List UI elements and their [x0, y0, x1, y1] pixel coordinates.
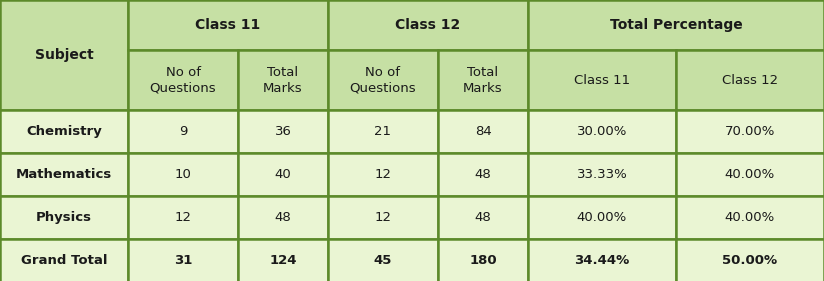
Text: 40.00%: 40.00%: [725, 168, 775, 181]
Text: 34.44%: 34.44%: [574, 254, 630, 267]
Bar: [328, 153, 438, 196]
Bar: [128, 50, 238, 110]
Text: Class 12: Class 12: [396, 18, 461, 32]
Text: 45: 45: [374, 254, 392, 267]
Bar: [0, 110, 128, 153]
Text: 50.00%: 50.00%: [723, 254, 778, 267]
Bar: [128, 153, 238, 196]
Bar: [528, 0, 824, 50]
Bar: [528, 196, 676, 239]
Bar: [128, 196, 238, 239]
Bar: [0, 153, 128, 196]
Bar: [328, 50, 438, 110]
Bar: [528, 153, 676, 196]
Bar: [238, 196, 328, 239]
Bar: [238, 239, 328, 281]
Bar: [438, 239, 528, 281]
Text: 124: 124: [269, 254, 297, 267]
Text: Total
Marks: Total Marks: [463, 65, 503, 94]
Text: Total
Marks: Total Marks: [263, 65, 302, 94]
Text: 30.00%: 30.00%: [577, 125, 627, 138]
Bar: [238, 153, 328, 196]
Text: Class 11: Class 11: [574, 74, 630, 87]
Text: 48: 48: [475, 168, 491, 181]
Text: No of
Questions: No of Questions: [349, 65, 416, 94]
Bar: [328, 196, 438, 239]
Text: Physics: Physics: [36, 211, 92, 224]
Text: Total Percentage: Total Percentage: [610, 18, 742, 32]
Text: 9: 9: [179, 125, 187, 138]
Text: Chemistry: Chemistry: [26, 125, 102, 138]
Bar: [438, 50, 528, 110]
Text: 40.00%: 40.00%: [577, 211, 627, 224]
Text: Mathematics: Mathematics: [16, 168, 112, 181]
Bar: [0, 239, 128, 281]
Bar: [238, 50, 328, 110]
Text: 180: 180: [469, 254, 497, 267]
Bar: [328, 239, 438, 281]
Bar: [528, 110, 676, 153]
Bar: [676, 50, 824, 110]
Bar: [0, 196, 128, 239]
Text: 36: 36: [274, 125, 292, 138]
Bar: [676, 196, 824, 239]
Bar: [528, 239, 676, 281]
Text: Grand Total: Grand Total: [21, 254, 107, 267]
Bar: [128, 0, 328, 50]
Text: 48: 48: [274, 211, 292, 224]
Text: 33.33%: 33.33%: [577, 168, 627, 181]
Bar: [528, 50, 676, 110]
Text: 40.00%: 40.00%: [725, 211, 775, 224]
Text: 48: 48: [475, 211, 491, 224]
Text: 10: 10: [175, 168, 191, 181]
Bar: [438, 110, 528, 153]
Text: 84: 84: [475, 125, 491, 138]
Text: 12: 12: [374, 211, 391, 224]
Text: Subject: Subject: [35, 48, 93, 62]
Bar: [0, 0, 128, 110]
Bar: [128, 239, 238, 281]
Text: 12: 12: [175, 211, 191, 224]
Text: 21: 21: [374, 125, 391, 138]
Bar: [438, 153, 528, 196]
Bar: [238, 110, 328, 153]
Text: 12: 12: [374, 168, 391, 181]
Text: Class 11: Class 11: [195, 18, 260, 32]
Bar: [328, 110, 438, 153]
Text: 70.00%: 70.00%: [725, 125, 775, 138]
Bar: [676, 239, 824, 281]
Text: 31: 31: [174, 254, 192, 267]
Text: No of
Questions: No of Questions: [150, 65, 217, 94]
Bar: [676, 153, 824, 196]
Bar: [128, 110, 238, 153]
Text: Class 12: Class 12: [722, 74, 778, 87]
Bar: [676, 110, 824, 153]
Bar: [438, 196, 528, 239]
Bar: [328, 0, 528, 50]
Text: 40: 40: [274, 168, 292, 181]
